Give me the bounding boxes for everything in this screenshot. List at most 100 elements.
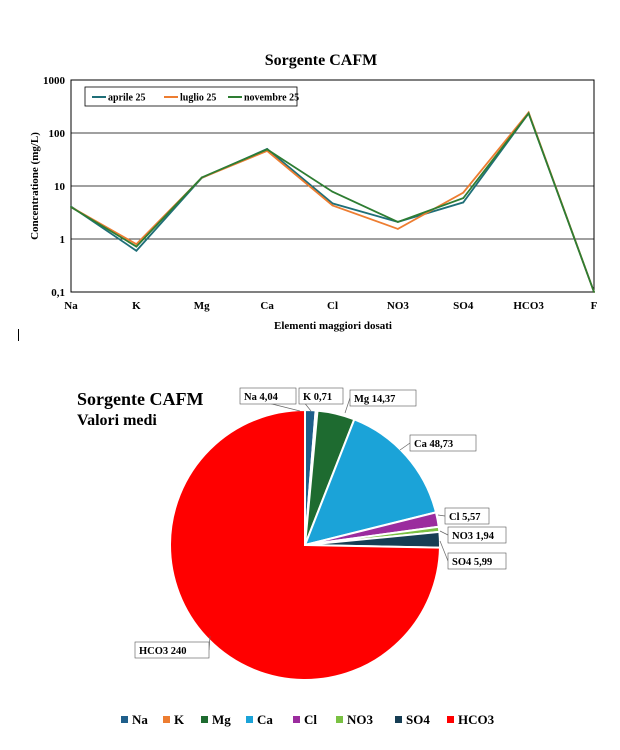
legend-label: SO4 xyxy=(406,712,430,727)
data-label-value: 5,57 xyxy=(462,512,480,523)
pie-chart-data-labels: Na 4,04 K 0,71 Mg 14,37 Ca 48,73 Cl 5,57 NO3 … xyxy=(134,387,507,659)
legend-label: K xyxy=(174,712,185,727)
legend-swatch-NO3 xyxy=(336,716,343,723)
data-label-box xyxy=(349,389,417,407)
pie-chart-subtitle: Valori medi xyxy=(77,412,157,429)
data-label-box xyxy=(444,507,490,525)
x-tick-label: Cl xyxy=(327,300,338,312)
data-label: K 0,71 xyxy=(303,392,332,403)
pie-chart-slices xyxy=(169,408,441,681)
pie-slice-HCO3 xyxy=(169,408,441,681)
y-tick-label: 1 xyxy=(60,234,66,246)
data-label-leader xyxy=(437,514,446,517)
y-tick-label: 10 xyxy=(54,181,66,193)
x-tick-label: NO3 xyxy=(387,300,410,312)
data-label-box xyxy=(298,387,344,405)
legend-swatch-Ca xyxy=(246,716,253,723)
data-label-value: 4,04 xyxy=(259,392,278,403)
data-label: HCO3 240 xyxy=(139,646,187,657)
data-point xyxy=(135,249,138,252)
y-tick-label: 100 xyxy=(49,128,66,140)
data-label-category: Ca xyxy=(414,439,428,450)
data-label-value: 14,37 xyxy=(372,394,396,405)
data-point xyxy=(266,148,269,151)
x-tick-label: SO4 xyxy=(453,300,474,312)
line-chart-legend-box xyxy=(84,86,298,107)
data-label-value: 5,99 xyxy=(474,557,492,568)
line-chart-y-axis-label: Concentratione (mg/L) xyxy=(29,132,41,240)
data-label: SO4 5,99 xyxy=(452,557,492,568)
data-label-leader xyxy=(344,397,351,414)
legend-label: aprile 25 xyxy=(108,93,146,104)
data-label-category: Mg xyxy=(354,394,370,405)
legend-swatch-SO4 xyxy=(395,716,402,723)
pie-chart-title: Sorgente CAFM xyxy=(77,389,203,409)
legend-label: Na xyxy=(132,712,148,727)
data-point xyxy=(593,291,595,293)
y-tick-label: 1000 xyxy=(43,75,66,87)
data-point xyxy=(70,206,72,208)
data-label: Na 4,04 xyxy=(244,392,279,403)
data-label-value: 48,73 xyxy=(429,439,453,450)
data-label-category: SO4 xyxy=(452,557,472,568)
data-point xyxy=(396,221,399,223)
pie-chart: Sorgente CAFM Valori medi Na 4,04 K 0,71 M… xyxy=(77,387,507,727)
data-label-value: 1,94 xyxy=(476,531,495,542)
data-point xyxy=(135,245,138,248)
legend-label: Ca xyxy=(257,712,273,727)
legend-swatch-HCO3 xyxy=(447,716,454,723)
legend-swatch-Cl xyxy=(293,716,300,723)
data-label: Cl 5,57 xyxy=(449,512,481,523)
data-label: Ca 48,73 xyxy=(414,439,453,450)
data-point xyxy=(462,201,465,204)
data-point xyxy=(462,191,465,194)
data-label-box xyxy=(134,641,210,659)
data-label-box xyxy=(447,552,507,570)
series-line-luglio-25 xyxy=(70,110,595,293)
legend-label: HCO3 xyxy=(458,712,495,727)
legend-label: Cl xyxy=(304,712,317,727)
pie-chart-legend: Na K Mg Ca Cl NO3 SO4 HCO3 xyxy=(121,712,495,727)
data-label-leader xyxy=(439,530,449,536)
line-chart-x-axis-label: Elementi maggiori dosati xyxy=(274,320,392,332)
data-point xyxy=(527,112,530,115)
x-tick-label: Ca xyxy=(260,300,274,312)
line-chart-title: Sorgente CAFM xyxy=(265,52,377,69)
data-point xyxy=(462,197,465,200)
data-point xyxy=(331,190,334,193)
data-point xyxy=(331,202,334,205)
pie-slice-Ca xyxy=(303,418,438,547)
data-point xyxy=(135,243,138,246)
data-label-category: K xyxy=(303,392,312,403)
x-tick-label: HCO3 xyxy=(513,300,544,312)
y-tick-label: 0,1 xyxy=(51,287,65,299)
line-chart-legend: aprile 25 luglio 25 novembre 25 xyxy=(84,86,299,107)
line-chart-grid xyxy=(71,132,594,240)
data-point xyxy=(396,228,399,230)
x-tick-label: K xyxy=(132,300,141,312)
data-label-leader xyxy=(399,442,411,451)
data-label-value: 240 xyxy=(171,646,187,657)
x-tick-label: Na xyxy=(64,300,78,312)
legend-label: novembre 25 xyxy=(244,93,299,104)
legend-label: Mg xyxy=(212,712,231,727)
line-chart-y-ticks: 0,1 1 10 100 1000 xyxy=(43,75,66,299)
legend-swatch-Mg xyxy=(201,716,208,723)
line-chart: Sorgente CAFM 0,1 1 10 100 1000 Na K Mg Ca Cl NO3… xyxy=(29,52,598,332)
line-chart-x-ticks: Na K Mg Ca Cl NO3 SO4 HCO3 F xyxy=(64,300,597,312)
data-label: Mg 14,37 xyxy=(354,394,395,405)
legend-swatch-Na xyxy=(121,716,128,723)
data-label-category: Cl xyxy=(449,512,460,523)
data-label-category: NO3 xyxy=(452,531,473,542)
data-point xyxy=(200,176,203,179)
x-tick-label: Mg xyxy=(194,300,210,312)
x-tick-label: F xyxy=(591,300,598,312)
legend-swatch-K xyxy=(163,716,170,723)
data-label-box xyxy=(239,387,297,405)
data-label-box xyxy=(447,526,507,544)
legend-label: NO3 xyxy=(347,712,374,727)
text-cursor xyxy=(18,329,19,341)
data-label-box xyxy=(409,434,477,452)
data-label-category: Na xyxy=(244,392,258,403)
